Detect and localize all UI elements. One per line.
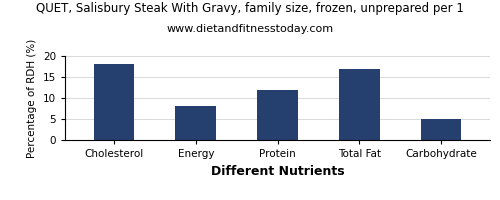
Text: www.dietandfitnesstoday.com: www.dietandfitnesstoday.com (166, 24, 334, 34)
Bar (94, 64, 134, 140)
Y-axis label: Percentage of RDH (%): Percentage of RDH (%) (27, 38, 37, 158)
Bar (420, 119, 462, 140)
Bar (257, 90, 298, 140)
Bar (339, 69, 380, 140)
Text: QUET, Salisbury Steak With Gravy, family size, frozen, unprepared per 1: QUET, Salisbury Steak With Gravy, family… (36, 2, 464, 15)
Bar (176, 106, 216, 140)
X-axis label: Different Nutrients: Different Nutrients (210, 165, 344, 178)
